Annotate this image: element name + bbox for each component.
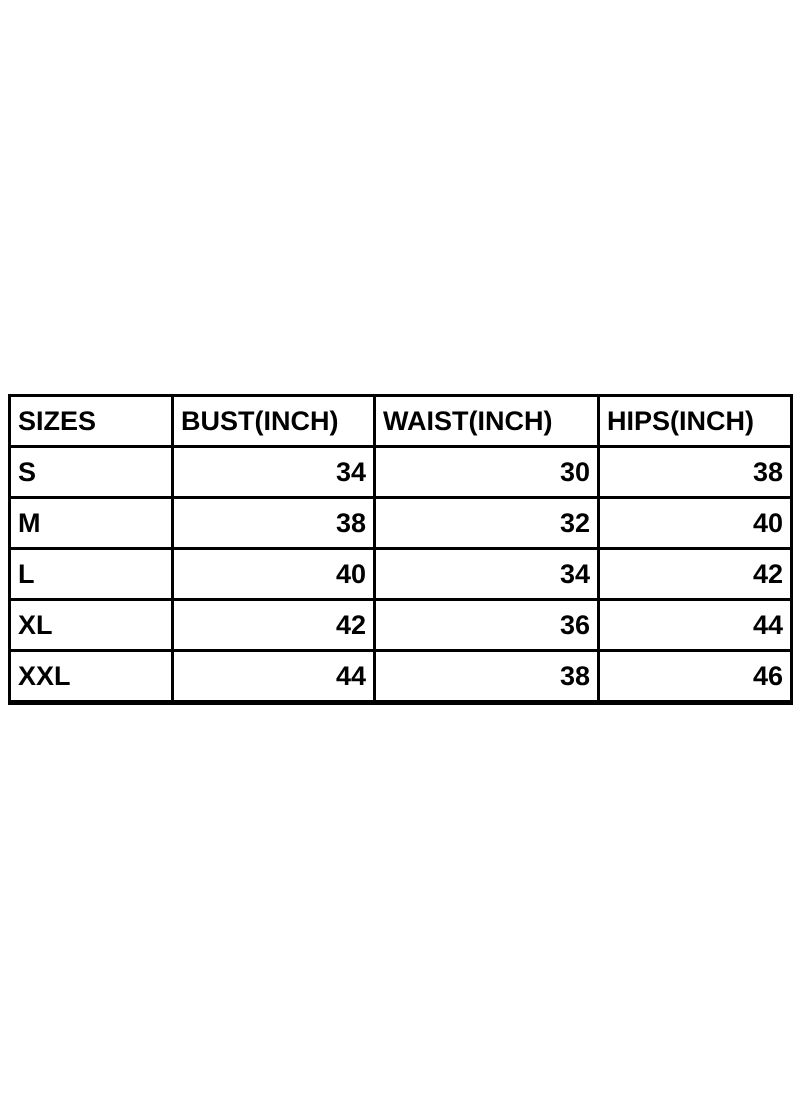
hips-value-cell: 44 [597,598,793,652]
bust-value-cell: 38 [171,496,376,550]
header-cell-waist: WAIST(INCH) [373,394,600,448]
waist-value-cell: 32 [373,496,600,550]
header-cell-sizes: SIZES [8,394,174,448]
bust-value-cell: 40 [171,547,376,601]
hips-value-cell: 46 [597,649,793,705]
size-label-cell: M [8,496,174,550]
header-cell-hips: HIPS(INCH) [597,394,793,448]
table-row-s: S 34 30 38 [8,445,793,499]
bust-value-cell: 34 [171,445,376,499]
bust-value-cell: 44 [171,649,376,705]
size-label-cell: XL [8,598,174,652]
table-row-xxl: XXL 44 38 46 [8,649,793,705]
waist-value-cell: 34 [373,547,600,601]
hips-value-cell: 40 [597,496,793,550]
table-row-xl: XL 42 36 44 [8,598,793,652]
hips-value-cell: 42 [597,547,793,601]
size-chart-table: SIZES BUST(INCH) WAIST(INCH) HIPS(INCH) … [8,394,793,705]
size-label-cell: L [8,547,174,601]
header-row: SIZES BUST(INCH) WAIST(INCH) HIPS(INCH) [8,394,793,448]
table-row-l: L 40 34 42 [8,547,793,601]
size-label-cell: XXL [8,649,174,705]
waist-value-cell: 36 [373,598,600,652]
waist-value-cell: 38 [373,649,600,705]
bust-value-cell: 42 [171,598,376,652]
table-row-m: M 38 32 40 [8,496,793,550]
waist-value-cell: 30 [373,445,600,499]
size-label-cell: S [8,445,174,499]
header-cell-bust: BUST(INCH) [171,394,376,448]
hips-value-cell: 38 [597,445,793,499]
